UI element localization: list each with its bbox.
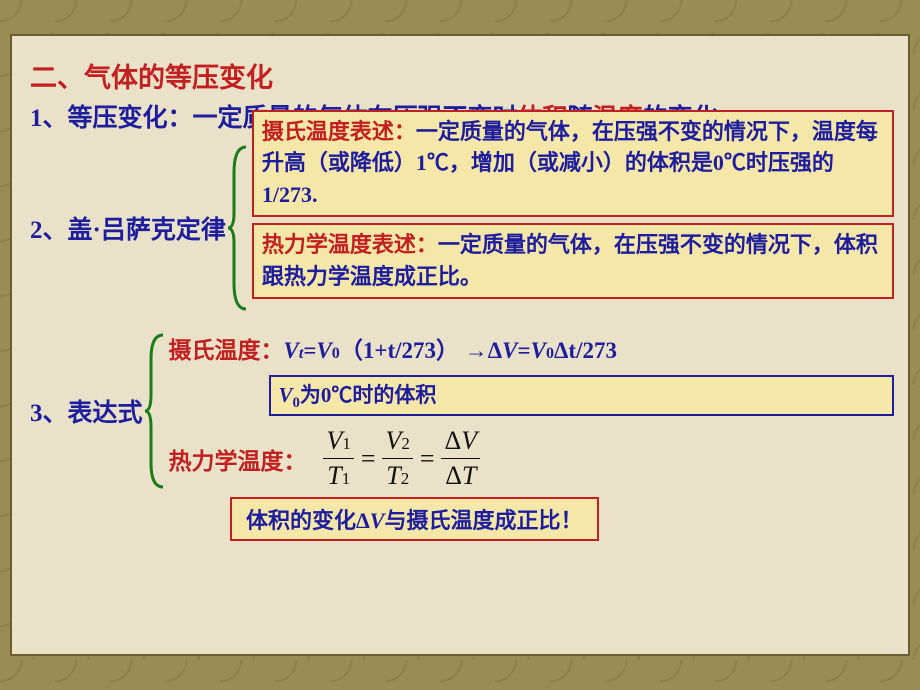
concl-V: V bbox=[370, 508, 385, 533]
note-0: 0 bbox=[293, 395, 300, 411]
eq-sign-2: = bbox=[420, 444, 435, 474]
kelvin-desc-head: 热力学温度表述： bbox=[262, 232, 438, 257]
section-3-row: 3、表达式 摄氏温度： Vt=V0（1+t/273） →ΔV=V0Δt/273 … bbox=[30, 331, 894, 491]
f-eqV0: =V bbox=[303, 338, 331, 364]
note-V: V bbox=[279, 383, 293, 407]
conclusion-box: 体积的变化ΔV与摄氏温度成正比！ bbox=[230, 497, 599, 541]
kelvin-formula-head: 热力学温度： bbox=[169, 442, 307, 476]
f-V0-0: 0 bbox=[332, 345, 340, 363]
brace-icon bbox=[226, 143, 252, 313]
brace-icon bbox=[143, 331, 169, 491]
celsius-formula-line: 摄氏温度： Vt=V0（1+t/273） →ΔV=V0Δt/273 bbox=[169, 331, 894, 365]
section-2-row: 2、盖·吕萨克定律 摄氏温度表述：一定质量的气体，在压强不变的情况下，温度每升高… bbox=[30, 143, 894, 313]
v0-note-box: V0为0℃时的体积 bbox=[269, 375, 894, 416]
f-Vt-V: V bbox=[284, 338, 299, 364]
law-box-group: 摄氏温度表述：一定质量的气体，在压强不变的情况下，温度每升高（或降低）1℃，增加… bbox=[252, 110, 894, 299]
section-3-label: 3、表达式 bbox=[30, 393, 143, 429]
kelvin-formula-line: 热力学温度： V1 T1 = V2 T2 = ΔV ΔT bbox=[169, 426, 894, 491]
equation-block: V1 T1 = V2 T2 = ΔV ΔT bbox=[323, 426, 482, 491]
f-dt273: Δt/273 bbox=[554, 338, 617, 364]
celsius-desc-box: 摄氏温度表述：一定质量的气体，在压强不变的情况下，温度每升高（或降低）1℃，增加… bbox=[252, 110, 894, 218]
f-eqV0b: =V bbox=[518, 338, 546, 364]
frac-V2-T2: V2 T2 bbox=[382, 426, 414, 491]
kelvin-desc-box: 热力学温度表述：一定质量的气体，在压强不变的情况下，体积跟热力学温度成正比。 bbox=[252, 223, 894, 299]
eq-sign-1: = bbox=[361, 444, 376, 474]
formula-group: 摄氏温度： Vt=V0（1+t/273） →ΔV=V0Δt/273 V0为0℃时… bbox=[169, 331, 894, 491]
f-paren: （1+t/273） →Δ bbox=[340, 331, 502, 365]
celsius-formula-head: 摄氏温度： bbox=[169, 331, 284, 365]
frac-V1-T1: V1 T1 bbox=[323, 426, 355, 491]
f-dV-V: V bbox=[502, 338, 517, 364]
concl-p2: 与摄氏温度成正比！ bbox=[384, 508, 582, 533]
slide-content: 二、气体的等压变化 1、等压变化：一定质量的气体在压强不变时体积随温度的变化. … bbox=[10, 34, 910, 656]
note-rest: 为0℃时的体积 bbox=[300, 383, 437, 407]
celsius-desc-head: 摄氏温度表述： bbox=[262, 119, 416, 144]
slide-title: 二、气体的等压变化 bbox=[30, 56, 894, 95]
f-V0b-0: 0 bbox=[546, 345, 554, 363]
frac-dV-dT: ΔV ΔT bbox=[441, 426, 482, 491]
concl-p1: 体积的变化Δ bbox=[246, 508, 370, 533]
section-2-label: 2、盖·吕萨克定律 bbox=[30, 210, 226, 246]
